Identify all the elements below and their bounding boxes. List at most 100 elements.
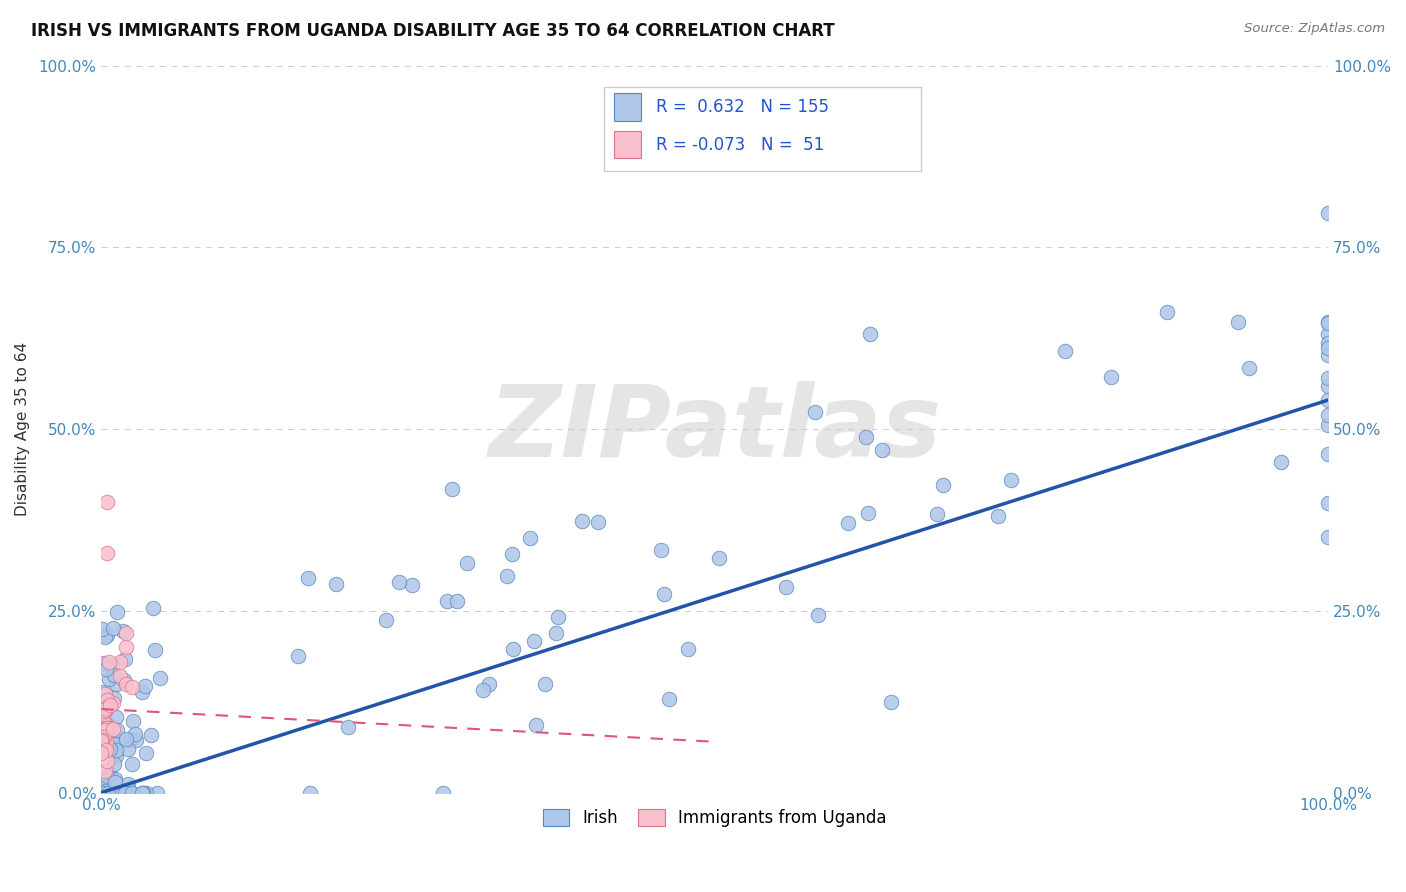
Point xyxy=(94,764,117,779)
Point xyxy=(101,730,124,744)
Point xyxy=(94,717,117,731)
Point xyxy=(337,719,360,733)
Point xyxy=(101,786,124,800)
Point xyxy=(1237,360,1260,375)
Point xyxy=(96,786,118,800)
Point xyxy=(94,743,117,757)
Point xyxy=(104,786,127,800)
Point xyxy=(676,642,699,657)
Point xyxy=(299,786,322,800)
Point xyxy=(91,723,114,737)
Point xyxy=(104,677,127,691)
Point xyxy=(117,786,139,800)
Point xyxy=(496,569,519,583)
Point xyxy=(97,740,120,755)
Point xyxy=(1000,473,1022,487)
Text: R = -0.073   N =  51: R = -0.073 N = 51 xyxy=(655,136,824,153)
Point xyxy=(117,741,139,756)
Point xyxy=(93,741,115,756)
Point xyxy=(132,786,155,800)
Point xyxy=(807,607,830,622)
Point xyxy=(1317,341,1340,355)
Point xyxy=(105,709,128,723)
Point xyxy=(96,786,118,800)
Point xyxy=(96,779,118,793)
Point xyxy=(103,667,125,681)
Text: Source: ZipAtlas.com: Source: ZipAtlas.com xyxy=(1244,22,1385,36)
Point xyxy=(96,786,118,800)
Point xyxy=(1317,315,1340,329)
Point xyxy=(925,507,948,521)
Point xyxy=(104,772,127,786)
Point xyxy=(111,624,134,639)
Point xyxy=(375,613,398,627)
Point xyxy=(101,786,124,800)
Point xyxy=(90,732,112,747)
Point xyxy=(135,747,157,761)
Point xyxy=(96,754,118,768)
Point xyxy=(94,704,117,718)
Point xyxy=(1317,379,1340,393)
Point xyxy=(104,743,127,757)
Point xyxy=(90,713,112,727)
Point xyxy=(93,740,115,755)
Point xyxy=(96,722,118,736)
Point xyxy=(121,756,143,771)
Point xyxy=(94,698,117,712)
Point xyxy=(855,429,877,443)
Point xyxy=(91,713,114,727)
Point xyxy=(114,783,136,797)
Point xyxy=(103,690,125,705)
Point xyxy=(108,786,131,800)
Point xyxy=(120,732,142,747)
Point xyxy=(96,692,118,706)
Point xyxy=(1317,371,1340,385)
Point xyxy=(108,786,131,800)
Point xyxy=(96,495,118,509)
Point xyxy=(124,727,146,741)
Point xyxy=(91,786,114,800)
Point xyxy=(94,786,117,800)
Point xyxy=(139,728,162,742)
Point xyxy=(96,700,118,714)
Point xyxy=(142,600,165,615)
Text: R =  0.632   N = 155: R = 0.632 N = 155 xyxy=(655,98,828,116)
Point xyxy=(547,610,569,624)
Point xyxy=(478,676,501,690)
Point xyxy=(1226,315,1249,329)
Point xyxy=(658,691,681,706)
Point xyxy=(93,704,115,718)
Point xyxy=(440,482,463,496)
Point xyxy=(96,721,118,735)
Point xyxy=(100,786,122,800)
Point xyxy=(115,731,138,746)
Point xyxy=(134,679,156,693)
Point xyxy=(114,625,136,640)
Point xyxy=(1317,392,1340,407)
Point xyxy=(118,783,141,797)
Point xyxy=(110,786,132,800)
Point xyxy=(96,734,118,748)
Point xyxy=(98,741,121,756)
Point xyxy=(870,443,893,458)
Point xyxy=(1317,206,1340,220)
Point xyxy=(94,739,117,754)
Point xyxy=(94,687,117,701)
Point xyxy=(101,697,124,711)
Point xyxy=(1317,408,1340,422)
Point xyxy=(456,556,478,570)
Point xyxy=(325,577,347,591)
Point xyxy=(94,786,117,800)
Point xyxy=(121,680,143,694)
Point xyxy=(775,581,797,595)
Point xyxy=(104,774,127,789)
Point xyxy=(297,571,319,585)
Point xyxy=(586,515,609,529)
Point xyxy=(114,652,136,666)
Point xyxy=(524,718,547,732)
Point xyxy=(650,543,672,558)
Point xyxy=(90,734,112,748)
Point xyxy=(652,586,675,600)
Point xyxy=(1270,455,1292,469)
Point xyxy=(101,723,124,737)
